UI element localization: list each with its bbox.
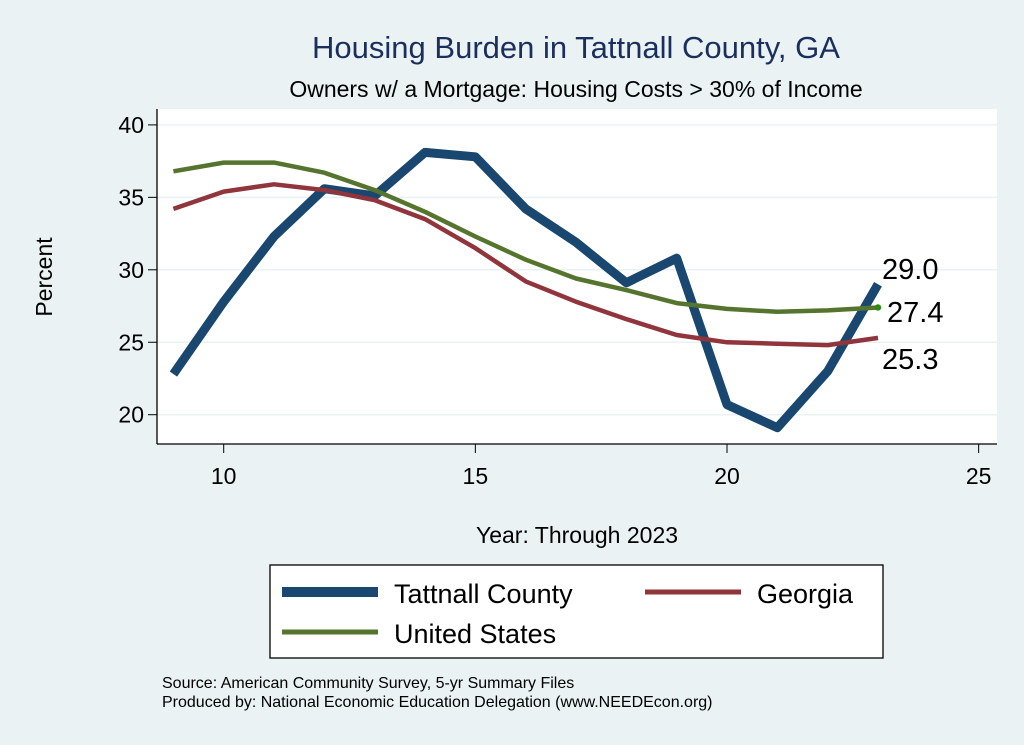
x-axis: 10 15 20 25	[157, 443, 997, 489]
end-label-georgia: 25.3	[882, 344, 938, 376]
y-tick-label-20: 20	[118, 402, 144, 428]
legend-label-united-states: United States	[394, 619, 556, 649]
x-tick-label-10: 10	[211, 463, 237, 489]
legend: Tattnall County Georgia United States	[269, 564, 884, 659]
chart-subtitle: Owners w/ a Mortgage: Housing Costs > 30…	[289, 76, 862, 102]
x-tick-label-15: 15	[463, 463, 489, 489]
y-axis: 20 25 30 35 40	[118, 109, 158, 444]
y-tick-label-40: 40	[118, 112, 144, 138]
source-note: Source: American Community Survey, 5-yr …	[162, 675, 574, 692]
series-line-tattnall-county	[169, 147, 882, 433]
legend-box	[269, 564, 884, 659]
y-tick-label-30: 30	[118, 257, 144, 283]
series-lines	[169, 147, 882, 433]
y-axis-title: Percent	[31, 237, 57, 317]
y-tick-label-35: 35	[118, 184, 144, 210]
series-line-georgia	[172, 182, 879, 348]
legend-label-tattnall: Tattnall County	[394, 579, 573, 609]
legend-label-georgia: Georgia	[757, 579, 854, 609]
end-marker-united-states	[874, 304, 882, 311]
x-tick-label-25: 25	[966, 463, 992, 489]
x-axis-title: Year: Through 2023	[476, 522, 678, 548]
end-label-united-states: 27.4	[887, 297, 943, 329]
chart-title: Housing Burden in Tattnall County, GA	[312, 30, 840, 65]
x-tick-label-20: 20	[714, 463, 740, 489]
end-label-tattnall-county: 29.0	[882, 254, 938, 286]
y-tick-label-25: 25	[118, 329, 144, 355]
series-line-united-states	[173, 160, 879, 315]
gridlines	[157, 124, 997, 416]
end-labels: 29.0 27.4 25.3	[882, 254, 943, 376]
producer-note: Produced by: National Economic Education…	[162, 694, 713, 711]
